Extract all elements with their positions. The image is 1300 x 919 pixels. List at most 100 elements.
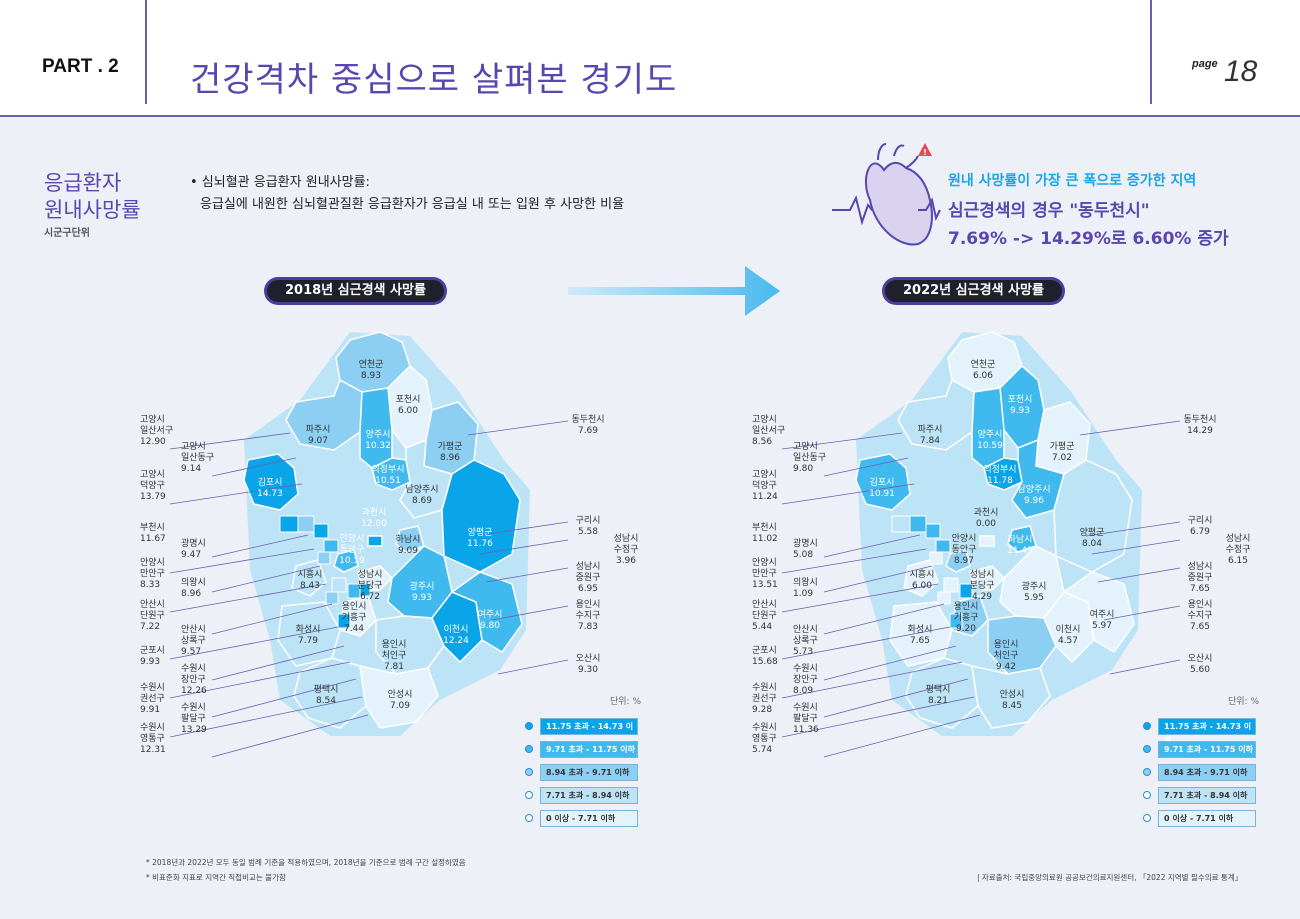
region-label: 광주시 9.93	[409, 582, 435, 603]
section-subtitle: 시군구단위	[44, 228, 90, 239]
region-21[interactable]	[359, 665, 439, 729]
legend-item: 8.94 초과 - 9.71 이하	[1158, 764, 1256, 781]
side-label: 성남시 중원구 7.65	[1187, 562, 1213, 594]
region-label: 용인시 처인구 7.81	[381, 640, 407, 672]
region-label: 여주시 9.80	[477, 610, 503, 631]
region-label: 과천시 0.00	[973, 508, 999, 529]
region-label: 화성시 7.79	[295, 625, 321, 646]
region-12[interactable]	[903, 559, 939, 597]
region-21[interactable]	[971, 665, 1051, 729]
region-3[interactable]	[359, 387, 393, 469]
region-20[interactable]	[905, 657, 979, 729]
side-label: 수원시 장안구 8.09	[793, 664, 818, 696]
region-3[interactable]	[971, 387, 1005, 469]
footnote-2: * 비표준화 지표로 지역간 직접비교는 불가함	[146, 873, 286, 882]
side-label: 성남시 중원구 6.95	[575, 562, 601, 594]
map-2022	[855, 331, 1142, 736]
urban-cell[interactable]	[337, 613, 351, 629]
region-label: 김포시 14.73	[257, 478, 283, 499]
region-label: 포천시 6.00	[395, 395, 421, 416]
region-label: 하남시 11.49	[1007, 535, 1033, 556]
region-6[interactable]	[243, 453, 299, 511]
urban-cell[interactable]	[971, 583, 983, 597]
region-12[interactable]	[291, 559, 327, 597]
region-label: 가평군 8.96	[437, 442, 463, 463]
legend-dot	[1143, 814, 1151, 822]
region-18[interactable]	[450, 571, 523, 653]
region-16[interactable]	[987, 615, 1057, 675]
legend-item: 7.71 초과 - 8.94 이하	[1158, 787, 1256, 804]
region-10[interactable]	[333, 549, 359, 573]
region-label: 안양시 동안구 8.97	[951, 534, 977, 566]
header-divider-right	[1150, 0, 1152, 104]
side-label: 고양시 덕양구 11.24	[752, 470, 778, 502]
urban-cell[interactable]	[935, 539, 951, 553]
region-16[interactable]	[375, 615, 445, 675]
region-label: 김포시 10.91	[869, 478, 895, 499]
section-title: 응급환자 원내사망률	[44, 171, 141, 222]
urban-cell[interactable]	[331, 577, 347, 593]
urban-cell[interactable]	[909, 515, 927, 533]
region-10[interactable]	[945, 549, 971, 573]
legend-item: 0 이상 - 7.71 이하	[1158, 810, 1256, 827]
region-label: 남양주시 9.96	[1017, 485, 1051, 506]
side-label: 수원시 팔달구 13.29	[181, 703, 207, 735]
urban-cell[interactable]	[279, 515, 299, 533]
region-7[interactable]	[399, 438, 453, 519]
side-label: 안산시 상록구 5.73	[793, 625, 818, 657]
region-7[interactable]	[1011, 438, 1065, 519]
side-label: 성남시 수정구 6.15	[1225, 534, 1251, 566]
urban-cell[interactable]	[317, 551, 331, 565]
region-label: 의정부시 10.51	[371, 465, 405, 486]
urban-cell[interactable]	[323, 539, 339, 553]
region-label: 양주시 10.59	[977, 430, 1003, 451]
urban-cell[interactable]	[925, 523, 941, 539]
header-divider	[145, 0, 147, 104]
region-9[interactable]	[441, 459, 521, 573]
urban-cell[interactable]	[943, 577, 959, 593]
side-label: 고양시 일산동구 9.80	[793, 442, 827, 474]
region-label: 남양주시 8.69	[405, 485, 439, 506]
region-11[interactable]	[1007, 525, 1037, 553]
urban-cell[interactable]	[891, 515, 911, 533]
map-2022-title: 2022년 심근경색 사망률	[885, 280, 1062, 302]
urban-cell[interactable]	[929, 551, 943, 565]
region-label: 시흥시 8.43	[297, 570, 323, 591]
side-label: 성남시 수정구 3.96	[613, 534, 639, 566]
region-label: 가평군 7.02	[1049, 442, 1075, 463]
highlight-region: 심근경색의 경우 "동두천시"	[948, 201, 1150, 221]
urban-cell[interactable]	[949, 613, 963, 629]
page-header: PART . 2 건강격차 중심으로 살펴본 경기도 page 18	[0, 0, 1300, 117]
side-label: 오산시 5.60	[1187, 654, 1213, 675]
legend-dot	[1143, 745, 1151, 753]
definition-text: 응급실에 내원한 심뇌혈관질환 응급환자가 응급실 내 또는 입원 후 사망한 …	[200, 197, 625, 212]
region-6[interactable]	[855, 453, 911, 511]
urban-cell[interactable]	[937, 591, 951, 605]
leader-lines	[781, 420, 1181, 758]
map-2022-unit: 단위: %	[1228, 697, 1260, 707]
side-label: 동두천시 7.69	[571, 415, 605, 436]
region-18[interactable]	[1062, 571, 1135, 653]
legend-item: 9.71 초과 - 11.75 이하	[540, 741, 638, 758]
region-8[interactable]	[367, 535, 383, 547]
urban-cell[interactable]	[313, 523, 329, 539]
region-label: 안성시 7.09	[387, 690, 413, 711]
region-label: 시흥시 6.00	[909, 570, 935, 591]
legend-item: 11.75 초과 - 14.73 이하	[540, 718, 638, 746]
urban-cell[interactable]	[297, 515, 315, 533]
side-label: 구리시 6.79	[1187, 516, 1213, 537]
region-9[interactable]	[1053, 459, 1133, 573]
region-8[interactable]	[979, 535, 995, 547]
legend-item: 8.94 초과 - 9.71 이하	[540, 764, 638, 781]
region-11[interactable]	[395, 525, 425, 553]
urban-cell[interactable]	[359, 583, 371, 597]
highlight-change: 7.69% -> 14.29%로 6.60% 증가	[948, 229, 1229, 249]
map-2018-title: 2018년 심근경색 사망률	[267, 280, 444, 302]
legend-dot	[1143, 768, 1151, 776]
region-label: 파주시 7.84	[917, 425, 943, 446]
region-label: 성남시 분당구 4.29	[969, 570, 995, 602]
urban-cell[interactable]	[325, 591, 339, 605]
region-20[interactable]	[293, 657, 367, 729]
region-label: 과천시 12.00	[361, 508, 387, 529]
side-label: 고양시 일산서구 12.90	[140, 415, 174, 447]
